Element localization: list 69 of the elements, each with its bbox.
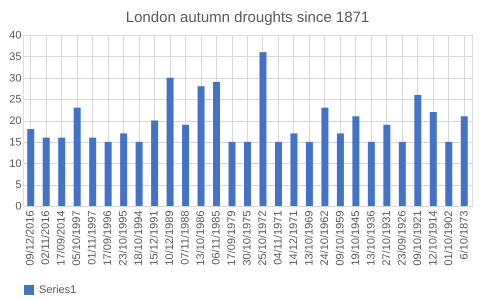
x-tick-label: 18/10/1994 [133,210,146,266]
bar [182,124,190,206]
x-tick-label: 17/09/1979 [226,210,238,266]
x-tick-label: 01/11/1997 [86,210,99,265]
y-tick-label: 15 [9,136,22,148]
chart-title: London autumn droughts since 1871 [126,9,370,26]
bar [136,142,143,206]
y-tick-label: 10 [9,158,22,170]
bar [290,133,298,206]
x-tick-label: 30/10/1975 [242,210,254,266]
bar [398,142,406,206]
bar [120,133,128,206]
x-tick-label: 23/10/1995 [118,210,130,266]
bar [89,138,96,206]
x-tick-label: 13/10/1969 [303,210,316,266]
x-tick-label: 09/12/2016 [24,210,37,266]
y-tick-label: 5 [15,179,22,192]
bar [430,112,437,206]
x-tick-label: 05/10/1997 [71,210,84,266]
x-tick-label: 24/10/1962 [318,210,331,266]
x-tick-label: 04/11/1971 [272,210,284,265]
x-tick-label: 09/10/1959 [334,210,346,266]
bar [198,86,205,206]
x-tick-label: 09/10/1921 [412,210,424,266]
x-tick-label: 06/11/1985 [210,210,223,265]
bar [244,142,251,206]
x-tick-label: 13/10/1936 [365,210,378,266]
bar [445,142,452,206]
y-tick-label: 25 [9,94,22,106]
y-tick-label: 0 [15,200,22,212]
bar [74,108,81,206]
y-tick-label: 35 [9,50,22,63]
bar [58,138,66,206]
bar [460,116,468,206]
bar [321,108,328,206]
bar [228,142,236,206]
x-tick-label: 15/12/1991 [148,210,161,266]
x-tick-label: 19/10/1945 [350,210,362,266]
bar [42,138,50,206]
x-tick-label: 01/10/1902 [442,210,455,266]
x-tick-label: 23/09/1926 [396,210,408,266]
bar [274,142,282,206]
x-tick-label: 07/11/1988 [180,210,192,265]
y-tick-label: 20 [9,115,22,127]
x-tick-label: 13/10/1986 [195,210,208,266]
bar [259,52,266,206]
bar [27,129,34,206]
legend-label: Series1 [39,284,76,296]
y-tick-label: 40 [9,30,22,42]
bar [213,82,220,206]
bar [166,78,174,206]
bar [336,133,344,206]
x-tick-label: 6/10/1873 [458,210,470,260]
bar [306,142,313,206]
x-tick-label: 17/09/2014 [56,210,68,266]
bar [383,124,390,206]
x-tick-label: 12/10/1914 [427,210,440,266]
bar [151,120,158,206]
x-tick-label: 02/11/2016 [40,210,52,265]
y-tick-label: 30 [9,72,22,84]
bar [368,142,375,206]
x-tick-label: 17/09/1996 [102,210,114,266]
bar [104,142,112,206]
x-tick-label: 14/12/1971 [288,210,300,266]
bar [414,94,422,206]
bar [352,116,360,206]
x-tick-label: 10/12/1989 [164,210,176,266]
x-tick-label: 27/10/1931 [380,210,393,266]
x-tick-label: 25/10/1972 [256,210,269,266]
